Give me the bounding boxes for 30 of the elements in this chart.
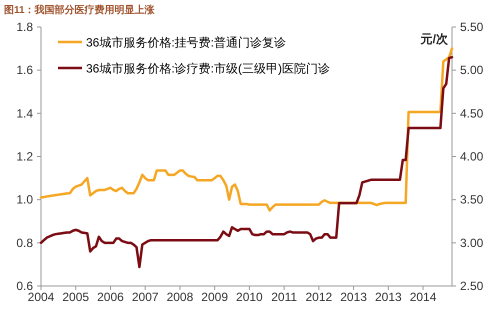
y2-tick-label: 3.50 (460, 192, 484, 207)
y2-tick-label: 5.00 (460, 63, 484, 78)
x-tick-label: 2004 (28, 290, 55, 304)
legend-label: 36城市服务价格:诊疗费:市级(三级甲)医院门诊 (86, 62, 330, 76)
y2-tick-label: 2.50 (460, 279, 484, 293)
x-tick-label: 2012 (306, 290, 333, 304)
x-tick-label: 2013 (374, 290, 402, 304)
x-tick-label: 2006 (97, 290, 124, 304)
y2-tick-label: 3.00 (460, 236, 484, 250)
x-tick-label: 2009 (201, 290, 228, 304)
x-tick-label: 2014 (410, 290, 437, 304)
x-tick-label: 2010 (236, 290, 264, 304)
x-tick-label: 2011 (271, 290, 298, 304)
y2-tick-label: 4.00 (460, 150, 484, 164)
x-tick-label: 2013 (340, 290, 368, 304)
x-tick-label: 2008 (166, 290, 194, 304)
y-tick-label: 1.8 (16, 20, 34, 34)
y-tick-label: 1.2 (16, 150, 34, 164)
x-tick-label: 2007 (132, 290, 159, 304)
title: 图11：我国部分医疗费用明显上涨 (4, 5, 155, 16)
legend-label: 36城市服务价格:挂号费:普通门诊复诊 (86, 36, 286, 50)
y-tick-label: 0.6 (16, 279, 34, 293)
y-tick-label: 1.4 (16, 106, 34, 120)
y-tick-label: 1.0 (16, 192, 34, 207)
x-tick-label: 2005 (62, 290, 90, 304)
y2-tick-label: 4.50 (460, 106, 484, 120)
y2-axis-title: 元/次 (420, 32, 449, 46)
y-tick-label: 0.8 (16, 236, 34, 250)
y2-tick-label: 5.50 (460, 20, 484, 34)
y-tick-label: 1.6 (16, 63, 34, 78)
